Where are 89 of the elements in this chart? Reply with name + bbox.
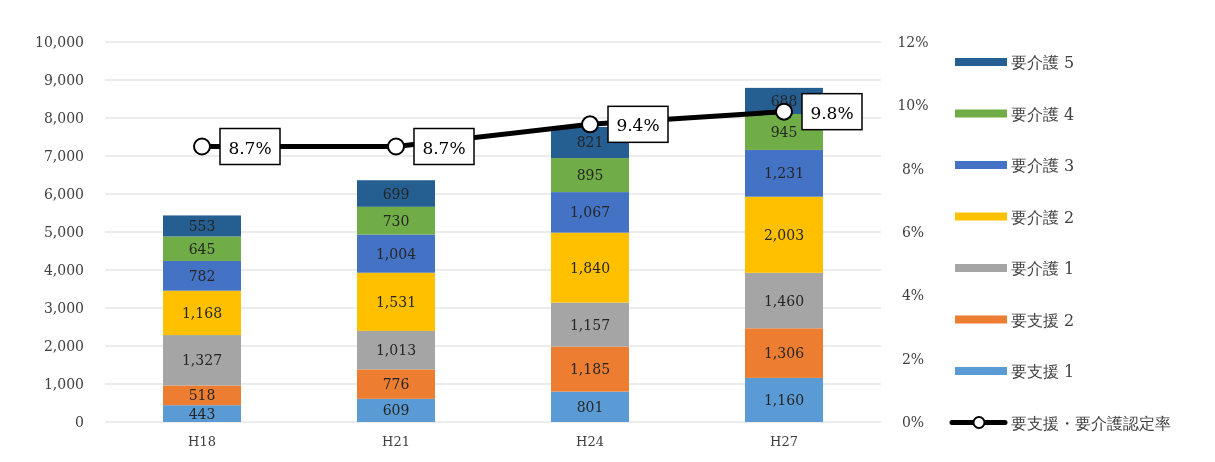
bar — [163, 405, 241, 422]
y-tick-label: 8,000 — [43, 110, 84, 126]
legend-label: 要支援・要介護認定率 — [1011, 413, 1171, 433]
data-label: 1,185 — [569, 361, 611, 378]
y2-tick-label: 10% — [897, 97, 929, 114]
bar — [745, 149, 823, 197]
data-label: 8.7% — [228, 137, 272, 158]
data-label: 1,840 — [569, 259, 611, 276]
y2-tick-label: 4% — [901, 287, 925, 304]
point — [387, 137, 405, 156]
y-tick-label: 10,000 — [35, 34, 84, 50]
data-label: 2,003 — [763, 226, 805, 243]
bar — [163, 215, 241, 237]
data-label: 1,160 — [763, 391, 805, 408]
bar — [551, 158, 629, 193]
x-tick-label: H21 — [382, 434, 410, 449]
data-label: 1,231 — [763, 165, 805, 182]
bar — [163, 236, 241, 261]
data-label: 1,157 — [569, 316, 611, 333]
data-label: 801 — [576, 398, 604, 415]
y-tick-label: 9,000 — [43, 72, 84, 88]
data-label: 821 — [576, 134, 604, 151]
legend-label: 要介護 3 — [1011, 156, 1075, 175]
bar — [551, 232, 629, 303]
legend-label: 要介護 5 — [1011, 53, 1075, 72]
y2-tick-label: 2% — [901, 350, 925, 367]
point — [581, 115, 599, 134]
legend-label: 要支援 1 — [1011, 362, 1075, 381]
bar — [551, 302, 629, 347]
bar — [357, 369, 435, 399]
bar — [551, 391, 629, 422]
y-tick-label: 4,000 — [43, 262, 84, 278]
bar — [163, 335, 241, 386]
data-label: 8.7% — [422, 137, 466, 158]
y2-tick-label: 12% — [897, 34, 929, 50]
y2-tick-label: 8% — [901, 160, 925, 177]
y-tick-label: 5,000 — [43, 224, 84, 240]
legend-label: 要支援 2 — [1011, 310, 1075, 330]
data-label: 776 — [382, 376, 410, 393]
legend-label: 要介護 4 — [1011, 104, 1075, 124]
bar — [745, 272, 823, 329]
y2-tick-label: 0% — [901, 414, 925, 430]
data-label: 1,460 — [763, 292, 805, 309]
data-label: 730 — [382, 212, 410, 229]
data-label: 1,531 — [375, 293, 417, 310]
data-label: 782 — [188, 267, 216, 284]
data-label: 1,306 — [763, 345, 805, 362]
data-label: 553 — [188, 217, 216, 234]
x-tick-label: H18 — [188, 434, 216, 449]
bar — [551, 346, 629, 392]
bar — [163, 260, 241, 291]
data-label: 945 — [770, 123, 798, 140]
data-label: 645 — [188, 240, 216, 257]
y-tick-label: 7,000 — [43, 148, 84, 164]
data-label: 699 — [382, 185, 410, 202]
legend-label: 要介護 2 — [1011, 207, 1075, 227]
data-label: 9.8% — [810, 102, 854, 123]
legend-label: 要介護 1 — [1011, 259, 1075, 278]
bar — [551, 192, 629, 233]
x-tick-label: H24 — [576, 434, 604, 449]
bar — [357, 272, 435, 331]
data-label: 1,168 — [181, 304, 223, 321]
bar — [745, 196, 823, 273]
bar — [357, 398, 435, 422]
data-label: 609 — [382, 402, 410, 419]
bar — [163, 385, 241, 406]
data-label: 1,013 — [375, 342, 417, 359]
y-tick-label: 1,000 — [43, 376, 84, 392]
bar — [357, 206, 435, 235]
x-tick-label: H27 — [770, 434, 798, 449]
bar — [357, 330, 435, 370]
point — [193, 137, 211, 156]
data-label: 895 — [576, 167, 604, 184]
data-label: 1,004 — [375, 245, 417, 262]
data-label: 1,327 — [181, 352, 223, 369]
data-label: 1,067 — [569, 204, 611, 221]
y-tick-label: 2,000 — [43, 338, 84, 354]
y2-tick-label: 6% — [901, 224, 925, 240]
y-tick-label: 0 — [75, 414, 84, 430]
y-tick-label: 3,000 — [43, 300, 84, 316]
bar — [745, 377, 823, 422]
bar — [163, 290, 241, 336]
bar — [745, 328, 823, 378]
bar — [357, 234, 435, 273]
y-tick-label: 6,000 — [43, 186, 84, 202]
data-label: 9.4% — [616, 115, 660, 136]
bar — [357, 180, 435, 207]
data-label: 518 — [188, 387, 216, 404]
data-label: 443 — [188, 405, 216, 422]
